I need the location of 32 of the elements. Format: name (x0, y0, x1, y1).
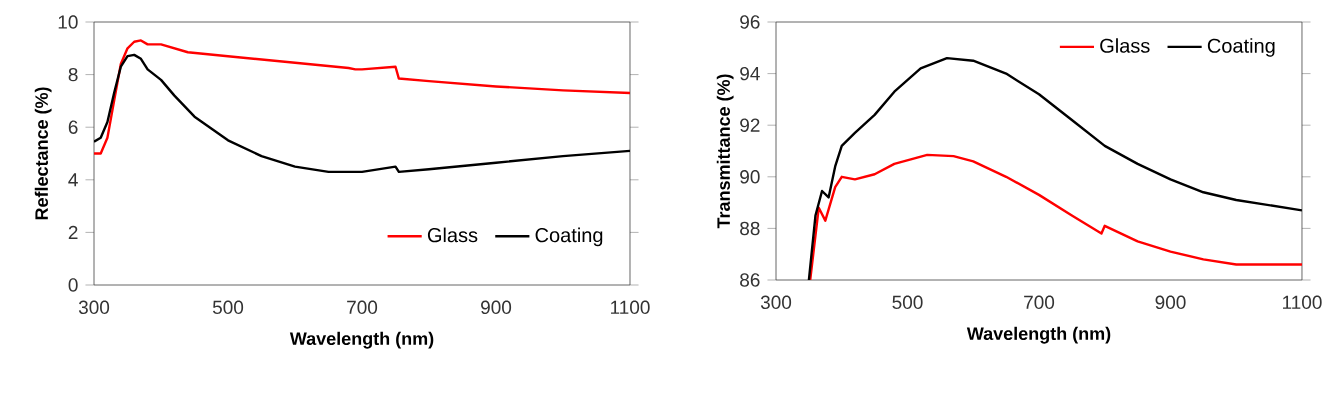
y-tick-label: 88 (740, 221, 760, 236)
y-tick-label: 96 (740, 15, 760, 29)
y-axis-title: Transmittance (%) (716, 74, 734, 229)
x-tick-label: 700 (347, 300, 378, 315)
legend-label: Glass (427, 227, 478, 243)
x-tick-label: 300 (78, 300, 110, 315)
x-tick-label: 300 (760, 295, 792, 310)
x-tick-label: 1100 (1283, 295, 1322, 310)
y-tick-label: 8 (68, 67, 78, 82)
line-series (94, 53, 630, 174)
line-series (809, 153, 1302, 280)
y-tick-label: 92 (740, 118, 760, 132)
y-tick-label: 4 (68, 173, 78, 187)
y-tick-label: 10 (58, 15, 78, 29)
x-tick-label: 1100 (611, 300, 650, 315)
legend-label: Glass (1100, 38, 1150, 53)
x-tick-label: 500 (892, 295, 923, 310)
y-axis-title: Reflectance (%) (34, 87, 52, 220)
y-tick-label: 6 (68, 120, 78, 134)
x-tick-label: 700 (1024, 295, 1055, 310)
y-tick-label: 0 (68, 278, 78, 292)
x-tick-label: 900 (481, 300, 512, 315)
x-tick-label: 900 (1155, 295, 1186, 310)
x-axis-title: Wavelength (nm) (289, 331, 434, 349)
y-tick-label: 2 (68, 225, 78, 240)
legend-label: Coating (535, 227, 603, 247)
x-axis-title: Wavelength (nm) (966, 326, 1111, 344)
y-tick-label: 90 (740, 170, 760, 184)
y-tick-label: 94 (740, 66, 760, 81)
x-tick-label: 500 (212, 300, 244, 315)
legend-label: Coating (1207, 38, 1275, 57)
y-tick-label: 86 (740, 273, 760, 287)
